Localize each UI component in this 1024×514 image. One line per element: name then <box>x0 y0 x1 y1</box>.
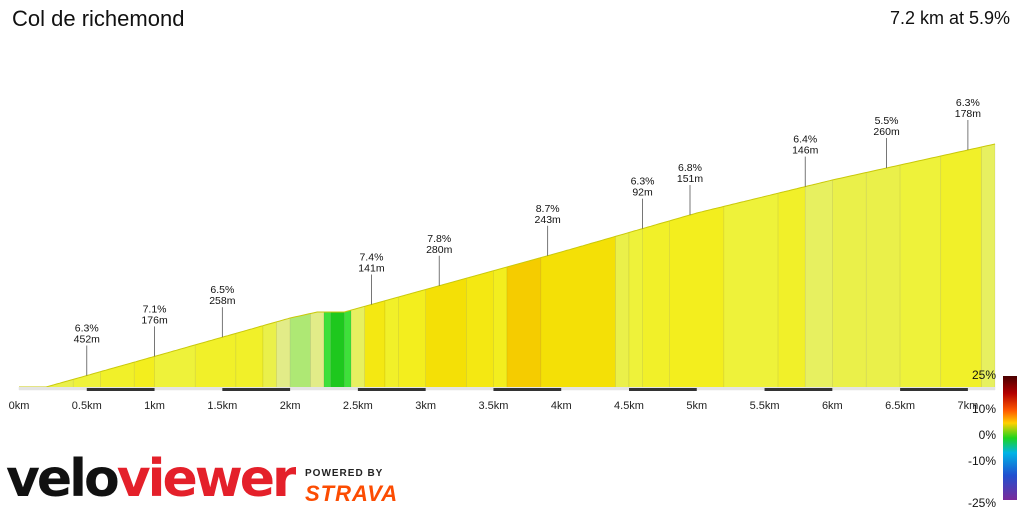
powered-by-label: POWERED BY <box>305 468 384 479</box>
grade-segment <box>466 270 494 391</box>
x-tick-label: 3km <box>415 400 436 412</box>
km-band <box>764 388 833 391</box>
annotation-grade: 6.8% <box>678 162 702 174</box>
x-tick-label: 5.5km <box>750 400 780 412</box>
grade-segment <box>100 361 135 391</box>
annotation-grade: 7.4% <box>359 252 383 264</box>
annotation-grade: 7.1% <box>143 303 167 315</box>
grade-segment <box>398 289 426 391</box>
x-tick-label: 4km <box>551 400 572 412</box>
annotation-length: 178m <box>955 108 982 120</box>
annotation-length: 176m <box>141 314 168 326</box>
grade-segment <box>899 155 942 391</box>
x-tick-label: 2.5km <box>343 400 373 412</box>
annotation-length: 92m <box>632 187 653 199</box>
grade-segment <box>493 266 508 391</box>
grade-segment <box>323 311 332 391</box>
grade-segment <box>384 296 399 391</box>
profile-outline <box>19 143 996 388</box>
grade-segment <box>865 164 901 391</box>
legend-label: 25% <box>972 368 996 382</box>
x-tick-label: 4.5km <box>614 400 644 412</box>
grade-segment <box>310 311 325 391</box>
x-tick-label: 1.5km <box>207 400 237 412</box>
grade-segment <box>981 143 996 391</box>
x-tick-label: 1km <box>144 400 165 412</box>
powered-by-strava: POWERED BY STRAVA <box>305 468 398 507</box>
annotation-grade: 6.5% <box>210 284 234 296</box>
climb-summary: 7.2 km at 5.9% <box>889 8 1010 28</box>
annotation-length: 243m <box>535 214 562 226</box>
legend-label: -25% <box>968 496 996 510</box>
grade-segment <box>425 277 467 391</box>
grade-segment <box>194 333 237 391</box>
legend-label: 0% <box>979 428 997 442</box>
grade-segments <box>18 143 996 391</box>
x-axis-ticks: 0km 0.5km 1km 1.5km 2km 2.5km 3km 3.5km 4km 4.5km… <box>9 400 979 412</box>
chart-title: Col de richemond <box>12 6 185 31</box>
grade-segment <box>350 306 365 391</box>
grade-segment <box>642 220 670 391</box>
annotation-grade: 6.4% <box>793 134 817 146</box>
km-band <box>222 388 291 391</box>
grade-segment <box>540 236 616 391</box>
annotation-length: 146m <box>792 145 819 157</box>
svg-text:veloviewer: veloviewer <box>6 449 296 509</box>
grade-segment <box>330 311 345 391</box>
grade-scale-bar <box>1003 376 1017 500</box>
x-tick-label: 0km <box>9 400 30 412</box>
distance-baseline <box>19 387 995 391</box>
grade-segment <box>669 206 725 391</box>
km-band <box>629 388 697 391</box>
grade-segment <box>777 186 806 391</box>
legend-label: -10% <box>968 454 996 468</box>
x-tick-label: 6.5km <box>885 400 915 412</box>
x-tick-label: 6km <box>822 400 843 412</box>
annotation-length: 151m <box>677 173 704 185</box>
annotation-length: 452m <box>74 334 101 346</box>
grade-segment <box>289 313 311 391</box>
km-band <box>86 388 155 391</box>
annotation-length: 141m <box>358 263 385 275</box>
x-tick-label: 5km <box>686 400 707 412</box>
grade-segment <box>364 300 386 391</box>
grade-color-legend: 25% 10% 0% -10% -25% <box>968 368 1017 510</box>
segment-annotations: 6.3%452m7.1%176m6.5%258m7.4%141m7.8%280m… <box>74 97 982 376</box>
veloviewer-logo: veloviewer <box>6 449 296 509</box>
grade-segment <box>506 257 542 391</box>
grade-segment <box>276 317 291 391</box>
grade-segment <box>804 179 833 391</box>
km-band <box>900 388 968 391</box>
km-band <box>493 388 562 391</box>
annotation-grade: 7.8% <box>427 233 451 245</box>
annotation-grade: 8.7% <box>536 203 560 215</box>
km-band <box>357 388 426 391</box>
grade-segment <box>628 228 643 391</box>
grade-segment <box>832 172 867 391</box>
x-tick-label: 2km <box>280 400 301 412</box>
annotation-grade: 5.5% <box>875 115 899 127</box>
annotation-grade: 6.3% <box>75 323 99 335</box>
grade-segment <box>615 232 630 391</box>
annotation-grade: 6.3% <box>631 176 655 188</box>
x-tick-label: 3.5km <box>478 400 508 412</box>
legend-label: 10% <box>972 402 996 416</box>
annotation-length: 260m <box>873 126 900 138</box>
x-tick-label: 0.5km <box>72 400 102 412</box>
annotation-length: 280m <box>426 244 453 256</box>
annotation-grade: 6.3% <box>956 97 980 109</box>
grade-segment <box>344 309 352 391</box>
annotation-length: 258m <box>209 295 236 307</box>
strava-wordmark: STRAVA <box>305 481 399 506</box>
grade-segment <box>940 146 982 391</box>
grade-segment <box>235 325 264 391</box>
x-tick-label: 7km <box>957 400 978 412</box>
grade-segment <box>154 344 196 391</box>
grade-segment <box>723 192 779 391</box>
grade-segment <box>262 321 277 391</box>
